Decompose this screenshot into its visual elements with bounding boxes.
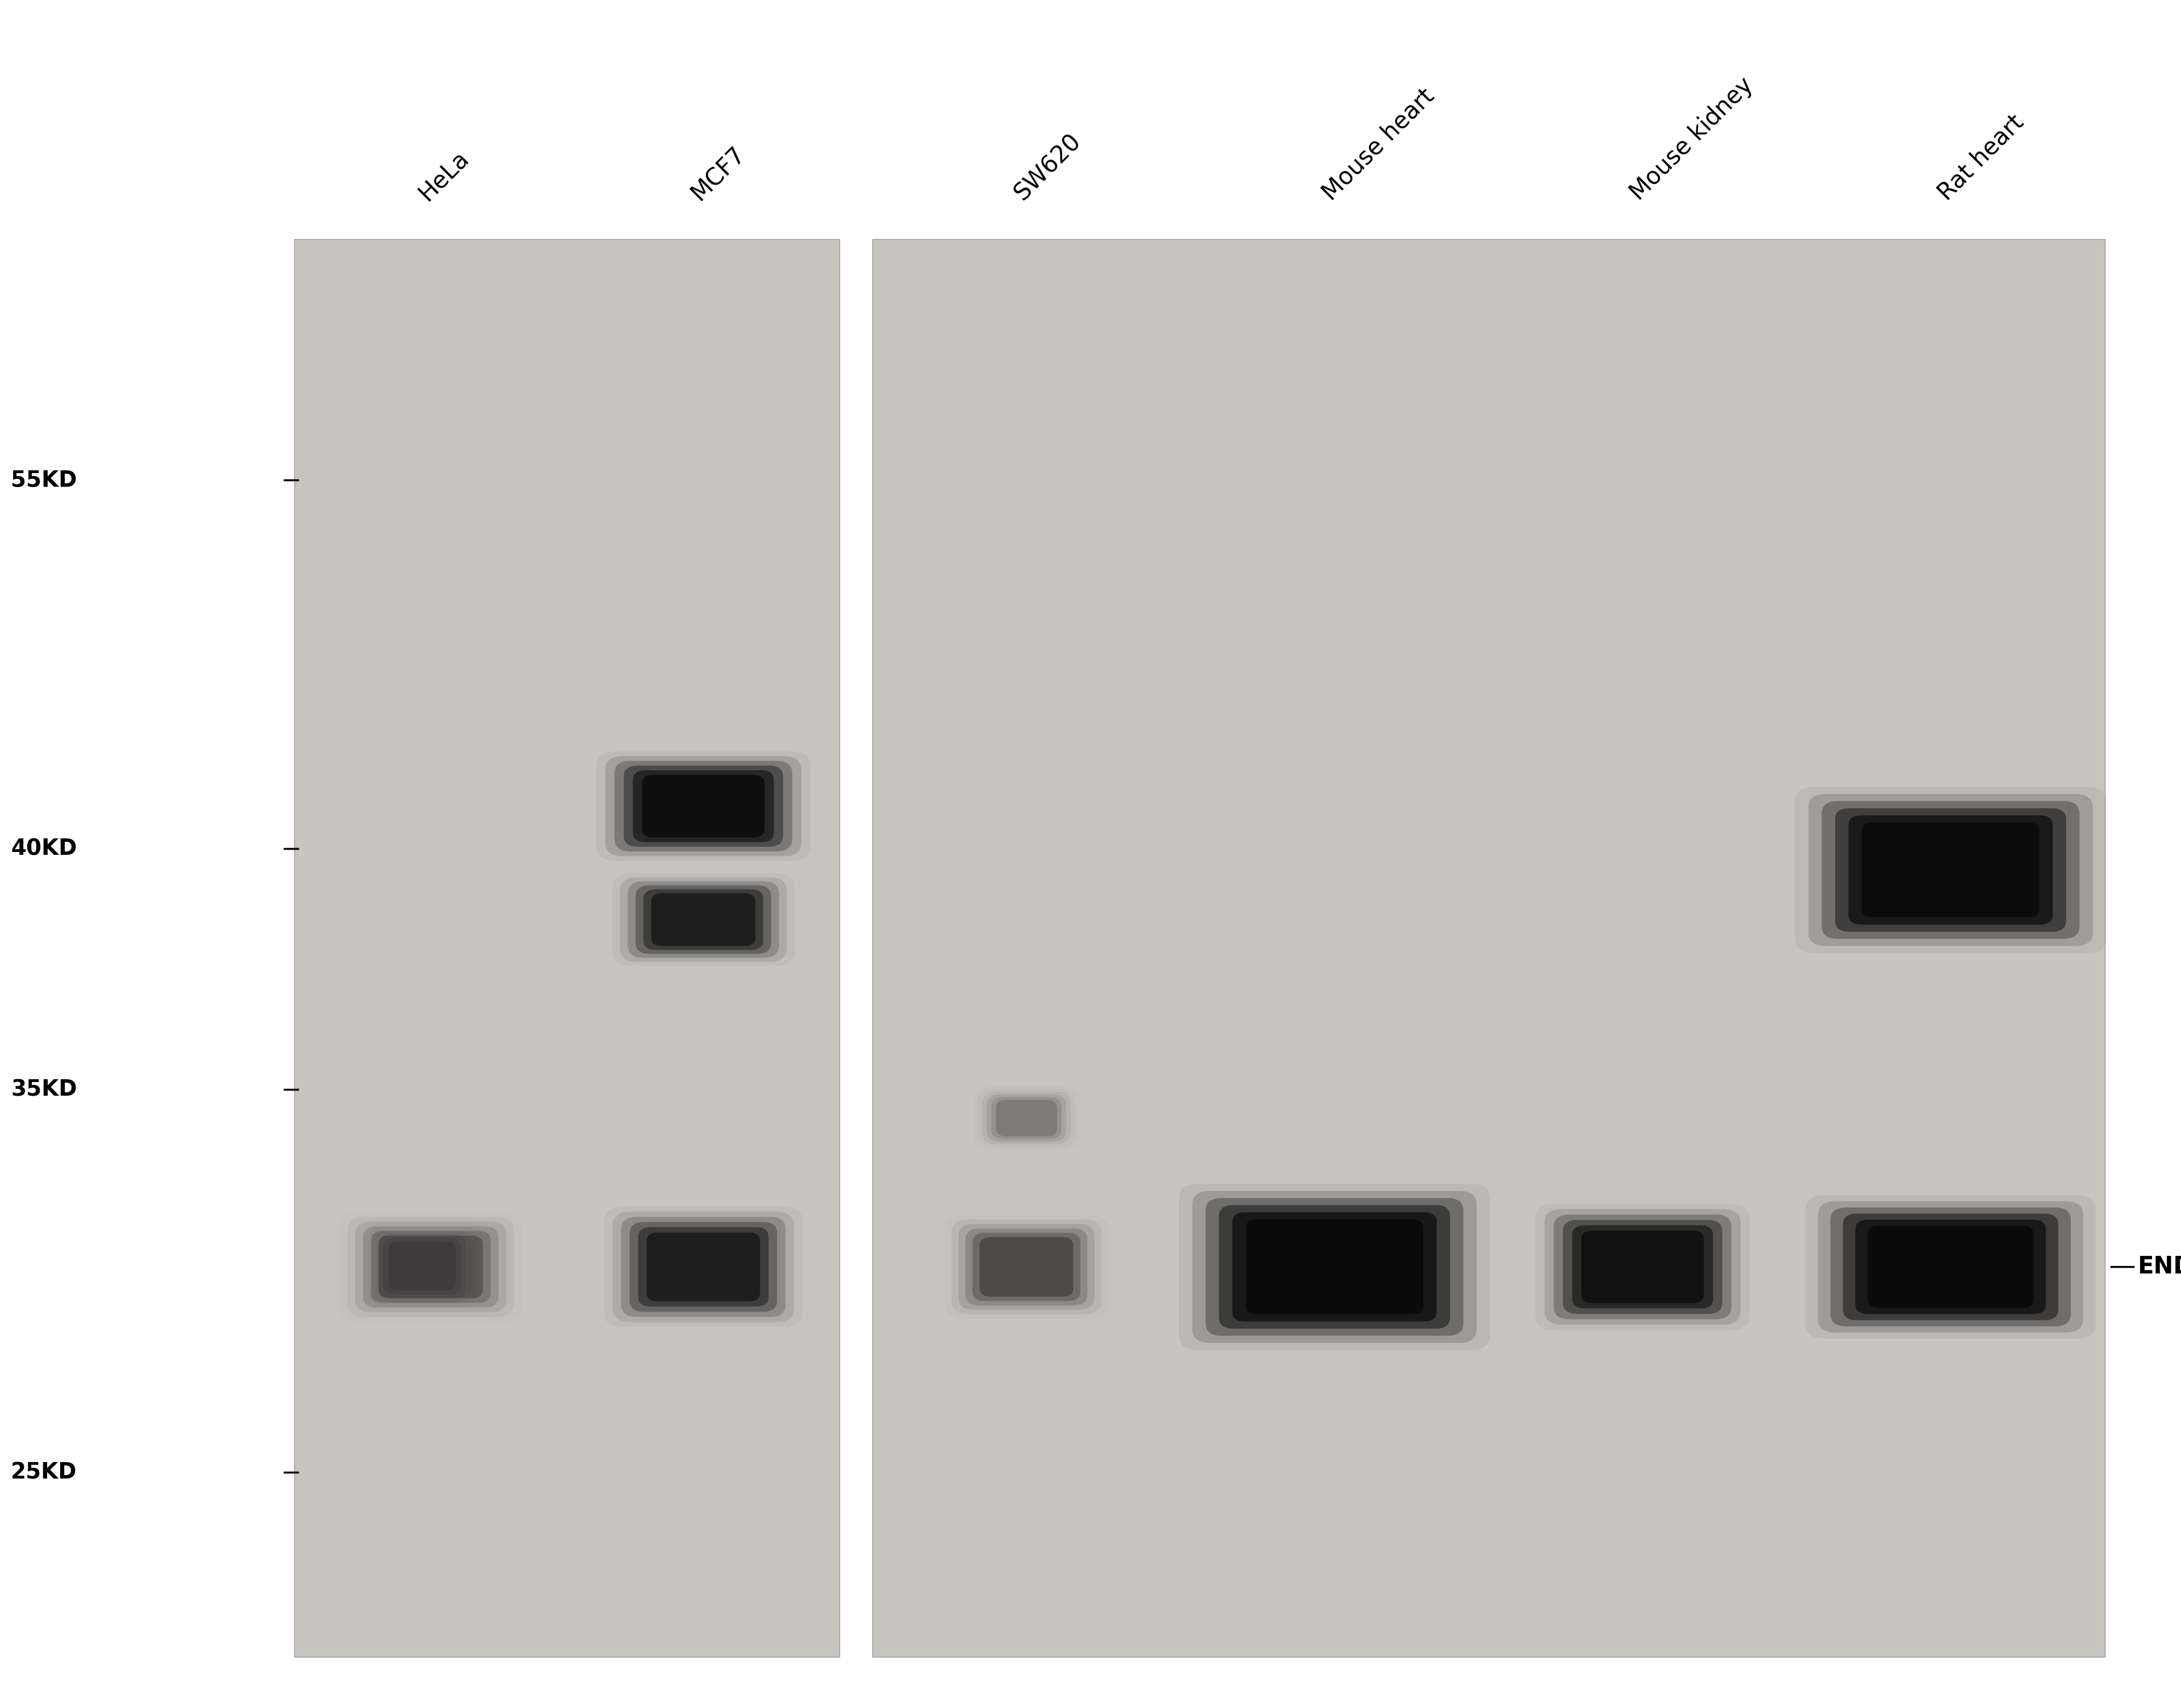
- FancyBboxPatch shape: [1849, 815, 2052, 924]
- FancyBboxPatch shape: [628, 881, 779, 958]
- FancyBboxPatch shape: [641, 775, 766, 837]
- Text: Rat heart: Rat heart: [1935, 109, 2028, 205]
- FancyBboxPatch shape: [1863, 823, 2039, 917]
- FancyBboxPatch shape: [957, 1225, 1095, 1310]
- Text: HeLa: HeLa: [414, 145, 473, 205]
- FancyBboxPatch shape: [595, 752, 811, 861]
- FancyBboxPatch shape: [388, 1242, 456, 1291]
- FancyBboxPatch shape: [613, 1211, 794, 1322]
- FancyBboxPatch shape: [992, 1097, 1062, 1139]
- Text: 40KD: 40KD: [11, 839, 76, 859]
- Bar: [294, 239, 840, 1657]
- FancyBboxPatch shape: [1795, 787, 2107, 953]
- FancyBboxPatch shape: [632, 770, 774, 842]
- FancyBboxPatch shape: [1856, 1220, 2046, 1313]
- FancyBboxPatch shape: [624, 765, 783, 847]
- FancyBboxPatch shape: [1544, 1209, 1740, 1325]
- FancyBboxPatch shape: [1581, 1231, 1703, 1303]
- FancyBboxPatch shape: [643, 890, 763, 950]
- FancyBboxPatch shape: [1867, 1226, 2033, 1308]
- FancyBboxPatch shape: [356, 1221, 506, 1312]
- FancyBboxPatch shape: [1206, 1197, 1463, 1336]
- FancyBboxPatch shape: [981, 1091, 1071, 1144]
- FancyBboxPatch shape: [639, 1228, 768, 1307]
- Text: MCF7: MCF7: [687, 142, 750, 205]
- FancyBboxPatch shape: [1843, 1214, 2059, 1320]
- FancyBboxPatch shape: [635, 885, 772, 953]
- FancyBboxPatch shape: [1806, 1196, 2096, 1339]
- FancyBboxPatch shape: [973, 1233, 1080, 1301]
- FancyBboxPatch shape: [966, 1228, 1088, 1305]
- FancyBboxPatch shape: [986, 1095, 1067, 1143]
- FancyBboxPatch shape: [379, 1235, 482, 1298]
- Text: 55KD: 55KD: [11, 470, 76, 490]
- FancyBboxPatch shape: [362, 1226, 499, 1308]
- FancyBboxPatch shape: [1821, 801, 2078, 939]
- Text: SW620: SW620: [1010, 130, 1086, 205]
- Text: ENDOG: ENDOG: [2137, 1255, 2181, 1279]
- FancyBboxPatch shape: [1553, 1214, 1732, 1319]
- FancyBboxPatch shape: [1564, 1220, 1723, 1313]
- FancyBboxPatch shape: [606, 757, 800, 856]
- FancyBboxPatch shape: [619, 878, 787, 962]
- FancyBboxPatch shape: [1819, 1201, 2083, 1332]
- FancyBboxPatch shape: [1219, 1206, 1450, 1329]
- FancyBboxPatch shape: [979, 1237, 1073, 1296]
- FancyBboxPatch shape: [1808, 794, 2094, 946]
- FancyBboxPatch shape: [1573, 1225, 1712, 1308]
- FancyBboxPatch shape: [1193, 1190, 1477, 1342]
- FancyBboxPatch shape: [1180, 1184, 1490, 1349]
- FancyBboxPatch shape: [1245, 1220, 1424, 1315]
- FancyBboxPatch shape: [1830, 1208, 2070, 1327]
- FancyBboxPatch shape: [371, 1231, 491, 1303]
- Text: Mouse kidney: Mouse kidney: [1625, 73, 1758, 205]
- FancyBboxPatch shape: [951, 1220, 1101, 1315]
- FancyBboxPatch shape: [997, 1100, 1058, 1136]
- FancyBboxPatch shape: [377, 1233, 467, 1298]
- Text: 35KD: 35KD: [11, 1079, 76, 1100]
- FancyBboxPatch shape: [615, 760, 792, 852]
- FancyBboxPatch shape: [1232, 1213, 1437, 1322]
- FancyBboxPatch shape: [630, 1221, 776, 1312]
- Bar: [872, 239, 2105, 1657]
- Text: Mouse heart: Mouse heart: [1317, 84, 1439, 205]
- FancyBboxPatch shape: [1834, 808, 2065, 931]
- FancyBboxPatch shape: [622, 1216, 785, 1317]
- FancyBboxPatch shape: [652, 893, 755, 946]
- FancyBboxPatch shape: [384, 1238, 460, 1295]
- FancyBboxPatch shape: [646, 1233, 759, 1301]
- Text: 25KD: 25KD: [11, 1462, 76, 1483]
